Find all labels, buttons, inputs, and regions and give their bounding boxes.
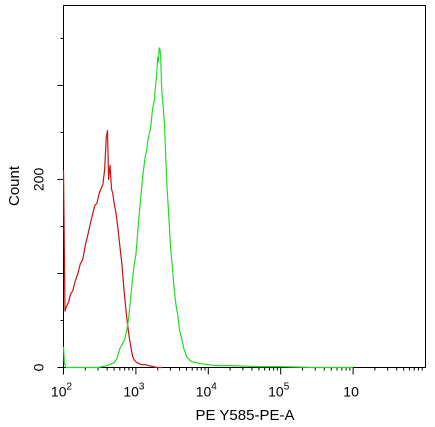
x-axis-minor-ticks xyxy=(84,367,423,371)
x-tick-label: 103 xyxy=(123,382,145,400)
y-tick-label: 200 xyxy=(31,168,47,192)
x-tick-label: 102 xyxy=(51,382,73,400)
x-axis-title: PE Y585-PE-A xyxy=(196,407,295,424)
y-axis-title: Count xyxy=(6,165,23,206)
y-axis-ticks xyxy=(57,37,64,368)
plot-area-frame xyxy=(63,5,426,368)
x-tick-label: 10 xyxy=(343,384,359,400)
y-axis-tick-labels: 0 200 xyxy=(31,168,47,372)
series-line-1 xyxy=(62,130,163,369)
x-tick-label: 105 xyxy=(268,382,290,400)
series-line-2 xyxy=(62,47,354,369)
x-tick-label: 104 xyxy=(196,382,218,400)
x-axis-major-ticks xyxy=(63,367,354,375)
x-axis-tick-labels: 102 103 104 105 10 xyxy=(51,382,359,400)
series-layer xyxy=(62,47,354,369)
y-tick-label: 0 xyxy=(31,363,47,371)
